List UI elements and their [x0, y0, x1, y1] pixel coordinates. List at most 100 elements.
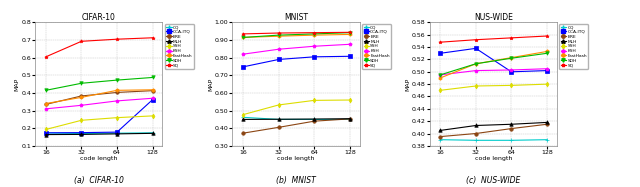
CCA-ITQ — [346, 55, 354, 57]
MLH — [543, 121, 551, 124]
SDH — [77, 82, 85, 84]
Line: SDH: SDH — [241, 31, 351, 39]
KSH — [472, 69, 479, 72]
CQ — [275, 118, 282, 121]
CCA-ITQ — [77, 131, 85, 134]
Line: CQ: CQ — [241, 116, 351, 121]
SQ — [42, 56, 50, 58]
Text: (b)  MNIST: (b) MNIST — [276, 176, 316, 185]
FastHash — [508, 56, 515, 59]
CQ — [310, 118, 318, 121]
KSH — [239, 53, 247, 55]
SSH — [472, 85, 479, 87]
KSH — [42, 108, 50, 110]
KSH — [113, 100, 121, 102]
Line: BRE: BRE — [241, 117, 351, 135]
CCA-ITQ — [310, 56, 318, 58]
SQ — [310, 32, 318, 34]
SSH — [77, 119, 85, 121]
SQ — [543, 35, 551, 37]
Legend: CQ, CCA-ITQ, BRE, MLH, SSH, KSH, FastHash, SDH, SQ: CQ, CCA-ITQ, BRE, MLH, SSH, KSH, FastHas… — [559, 24, 588, 69]
SQ — [436, 41, 444, 43]
Line: CCA-ITQ: CCA-ITQ — [241, 55, 351, 69]
KSH — [543, 68, 551, 70]
SDH — [275, 34, 282, 36]
Y-axis label: MAP: MAP — [405, 78, 410, 91]
KSH — [148, 97, 156, 99]
BRE — [436, 136, 444, 138]
CQ — [508, 139, 515, 141]
FastHash — [42, 102, 50, 105]
MLH — [113, 133, 121, 135]
CCA-ITQ — [113, 131, 121, 133]
Line: MLH: MLH — [44, 132, 154, 136]
SQ — [239, 33, 247, 35]
CCA-ITQ — [42, 132, 50, 134]
Line: SSH: SSH — [438, 82, 548, 92]
MLH — [346, 118, 354, 120]
CQ — [472, 139, 479, 141]
SSH — [42, 128, 50, 131]
KSH — [310, 45, 318, 47]
CCA-ITQ — [275, 58, 282, 61]
Line: SQ: SQ — [438, 34, 548, 44]
MLH — [508, 123, 515, 125]
CQ — [239, 116, 247, 118]
SDH — [472, 63, 479, 65]
Line: KSH: KSH — [44, 96, 154, 111]
SQ — [148, 37, 156, 39]
BRE — [543, 123, 551, 125]
BRE — [508, 128, 515, 130]
SDH — [113, 79, 121, 81]
MLH — [472, 124, 479, 127]
Line: SQ: SQ — [44, 36, 154, 59]
Line: MLH: MLH — [438, 121, 548, 132]
FastHash — [436, 77, 444, 79]
BRE — [239, 132, 247, 134]
KSH — [508, 69, 515, 71]
MLH — [77, 133, 85, 136]
Line: CCA-ITQ: CCA-ITQ — [44, 98, 154, 135]
X-axis label: code length: code length — [474, 156, 512, 161]
SSH — [543, 83, 551, 85]
CCA-ITQ — [148, 99, 156, 101]
MLH — [148, 132, 156, 134]
SDH — [543, 52, 551, 54]
BRE — [77, 95, 85, 97]
CCA-ITQ — [543, 69, 551, 72]
MLH — [436, 129, 444, 132]
Y-axis label: MAP: MAP — [15, 78, 20, 91]
SQ — [275, 32, 282, 34]
CQ — [113, 132, 121, 134]
FastHash — [346, 33, 354, 36]
MLH — [239, 118, 247, 121]
CQ — [436, 139, 444, 141]
SSH — [310, 99, 318, 102]
MLH — [310, 118, 318, 120]
SDH — [148, 76, 156, 79]
FastHash — [239, 36, 247, 39]
CCA-ITQ — [436, 52, 444, 54]
KSH — [436, 74, 444, 76]
X-axis label: code length: code length — [80, 156, 118, 161]
BRE — [113, 91, 121, 94]
SSH — [113, 117, 121, 119]
X-axis label: code length: code length — [277, 156, 315, 161]
Y-axis label: MAP: MAP — [208, 78, 213, 91]
SDH — [42, 89, 50, 91]
Legend: CQ, CCA-ITQ, BRE, MLH, SSH, KSH, FastHash, SDH, SQ: CQ, CCA-ITQ, BRE, MLH, SSH, KSH, FastHas… — [362, 24, 391, 69]
CCA-ITQ — [472, 47, 479, 50]
Title: CIFAR-10: CIFAR-10 — [82, 13, 116, 22]
CQ — [77, 132, 85, 135]
BRE — [310, 120, 318, 122]
Line: SQ: SQ — [241, 31, 351, 36]
SDH — [310, 33, 318, 35]
FastHash — [113, 89, 121, 91]
Title: MNIST: MNIST — [284, 13, 308, 22]
MLH — [275, 118, 282, 120]
KSH — [275, 48, 282, 50]
SDH — [508, 57, 515, 59]
Line: BRE: BRE — [44, 89, 154, 106]
SQ — [508, 37, 515, 39]
BRE — [346, 118, 354, 120]
